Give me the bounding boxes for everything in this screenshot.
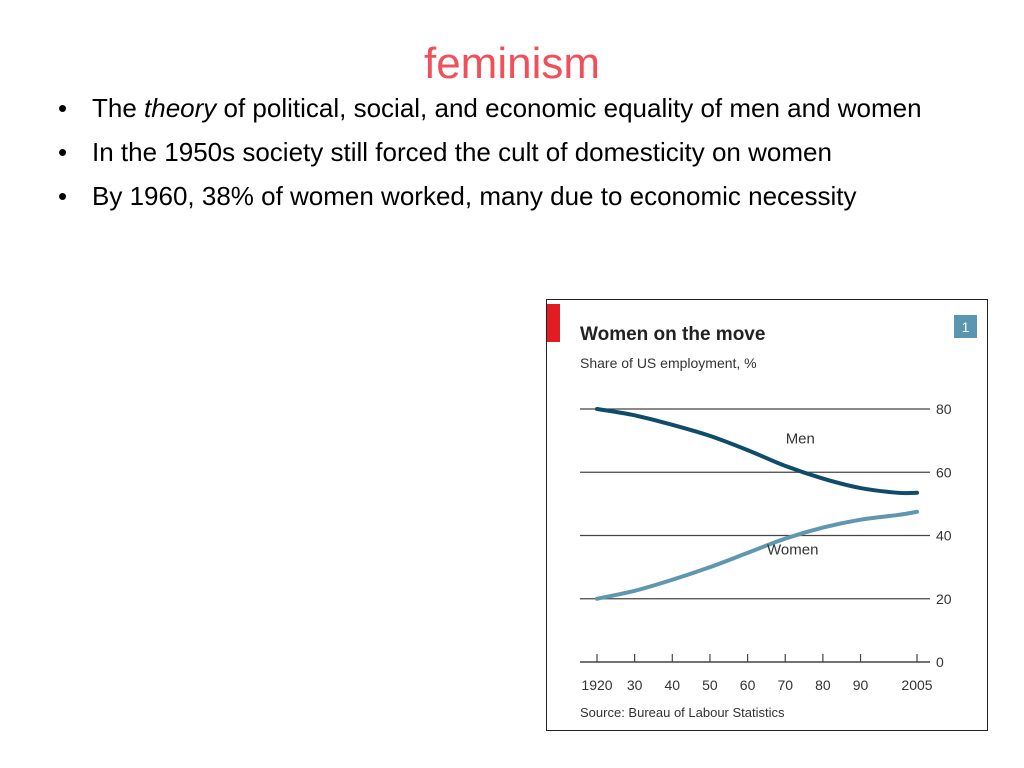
chart-source: Source: Bureau of Labour Statistics [580, 705, 785, 720]
bullet-dot: • [58, 137, 68, 167]
y-tick-labels: 0 20 40 60 80 [936, 401, 952, 670]
bullet-text-suffix: of political, social, and economic equal… [216, 93, 922, 123]
chart-title: Women on the move [580, 324, 765, 345]
badge-label: 1 [962, 319, 970, 335]
x-axis: 1920 30 40 50 60 70 80 90 2005 [581, 654, 933, 693]
accent-bar [547, 304, 560, 342]
series-lines [595, 407, 919, 601]
x-tick-label: 70 [777, 677, 793, 693]
x-tick-label: 2005 [901, 677, 932, 693]
series-label-women: Women [767, 542, 818, 559]
line-chart: Women on the move Share of US employment… [547, 304, 977, 720]
y-tick-label: 80 [936, 401, 952, 417]
y-tick-label: 40 [936, 528, 952, 544]
x-tick-label: 60 [740, 677, 756, 693]
series-labels: Men Women [767, 431, 818, 559]
x-tick-label: 80 [815, 677, 831, 693]
chart-subtitle: Share of US employment, % [580, 355, 757, 371]
gridlines [580, 408, 930, 663]
bullet-dot: • [58, 181, 68, 211]
series-label-men: Men [786, 431, 815, 448]
bullet-item: • By 1960, 38% of women worked, many due… [52, 178, 972, 214]
bullet-text-prefix: The [92, 93, 145, 123]
bullet-item: • The theory of political, social, and e… [52, 90, 972, 126]
chart-number-badge [954, 315, 977, 338]
x-tick-label: 90 [853, 677, 869, 693]
bullet-item: • In the 1950s society still forced the … [52, 134, 972, 170]
x-tick-label: 1920 [581, 677, 612, 693]
bullet-list: • The theory of political, social, and e… [52, 90, 972, 222]
x-tick-label: 30 [627, 677, 643, 693]
x-tick-label: 50 [702, 677, 718, 693]
series-line-women [595, 509, 919, 601]
chart-frame: Women on the move Share of US employment… [546, 299, 988, 731]
series-line-men [595, 407, 919, 496]
bullet-text: By 1960, 38% of women worked, many due t… [92, 181, 857, 211]
y-tick-label: 60 [936, 464, 952, 480]
y-tick-label: 20 [936, 591, 952, 607]
bullet-text: In the 1950s society still forced the cu… [92, 137, 832, 167]
y-tick-label: 0 [936, 654, 944, 670]
x-tick-label: 40 [665, 677, 681, 693]
slide-title: feminism [423, 39, 601, 88]
bullet-dot: • [58, 93, 68, 123]
bullet-emphasis: theory [144, 93, 217, 123]
